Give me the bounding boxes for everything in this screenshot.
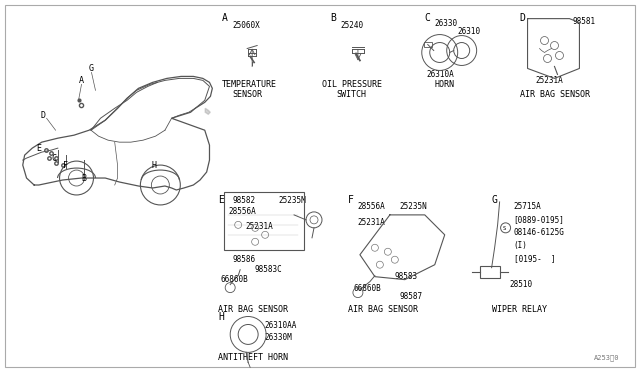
Text: 25240: 25240 <box>340 20 363 30</box>
Text: 25235N: 25235N <box>400 202 428 211</box>
Text: [0889-0195]: [0889-0195] <box>513 215 564 224</box>
Text: 28510: 28510 <box>509 280 532 289</box>
Bar <box>424 42 432 46</box>
Text: AIR BAG SENSOR: AIR BAG SENSOR <box>520 90 589 99</box>
Text: 66860B: 66860B <box>354 283 381 293</box>
Text: A: A <box>79 76 84 85</box>
Text: AIR BAG SENSOR: AIR BAG SENSOR <box>348 305 418 314</box>
Text: A: A <box>222 13 228 23</box>
Text: 25231A: 25231A <box>536 76 563 86</box>
Polygon shape <box>205 108 210 114</box>
Text: C: C <box>51 154 56 163</box>
Bar <box>479 266 500 278</box>
Text: WIPER RELAY: WIPER RELAY <box>492 305 547 314</box>
Text: OIL PRESSURE: OIL PRESSURE <box>322 80 382 89</box>
Text: 25060X: 25060X <box>232 20 260 30</box>
Text: 25231A: 25231A <box>245 222 273 231</box>
Text: 26310AA: 26310AA <box>264 321 296 330</box>
Text: 66860B: 66860B <box>220 275 248 284</box>
Text: S: S <box>503 226 506 231</box>
Text: B: B <box>81 173 86 183</box>
Text: 98586: 98586 <box>232 255 255 264</box>
Text: 25231A: 25231A <box>358 218 386 227</box>
Text: B: B <box>330 13 336 23</box>
Text: 26330: 26330 <box>435 19 458 28</box>
Text: 25235M: 25235M <box>278 196 306 205</box>
Text: D: D <box>520 13 525 23</box>
Text: 28556A: 28556A <box>228 207 256 216</box>
Text: A253⁡0: A253⁡0 <box>594 355 620 361</box>
Text: H: H <box>152 161 157 170</box>
Text: (I): (I) <box>513 241 527 250</box>
Text: C: C <box>425 13 431 23</box>
Text: 25715A: 25715A <box>513 202 541 211</box>
Text: [0195-  ]: [0195- ] <box>513 254 556 263</box>
Text: D: D <box>40 111 45 120</box>
Text: 08146-6125G: 08146-6125G <box>513 228 564 237</box>
Bar <box>224 192 304 250</box>
Text: 98581: 98581 <box>572 17 596 26</box>
Text: H: H <box>218 311 224 321</box>
Text: AIR BAG SENSOR: AIR BAG SENSOR <box>218 305 288 314</box>
Text: 26310A: 26310A <box>427 70 454 80</box>
Text: 26310: 26310 <box>458 26 481 36</box>
Text: TEMPERATURE: TEMPERATURE <box>222 80 277 89</box>
Text: G: G <box>89 64 94 73</box>
Text: 26330M: 26330M <box>264 333 292 343</box>
Text: G: G <box>492 195 497 205</box>
Text: 28556A: 28556A <box>358 202 386 211</box>
Text: 98587: 98587 <box>400 292 423 301</box>
Text: SWITCH: SWITCH <box>336 90 366 99</box>
Text: 98583: 98583 <box>395 272 418 281</box>
Text: E: E <box>36 144 41 153</box>
Text: ANTITHEFT HORN: ANTITHEFT HORN <box>218 353 288 362</box>
Text: F: F <box>63 161 68 170</box>
Text: E: E <box>218 195 224 205</box>
Text: F: F <box>348 195 354 205</box>
Text: 98583C: 98583C <box>254 265 282 274</box>
Text: SENSOR: SENSOR <box>232 90 262 99</box>
Text: 98582: 98582 <box>232 196 255 205</box>
Text: HORN: HORN <box>435 80 455 89</box>
